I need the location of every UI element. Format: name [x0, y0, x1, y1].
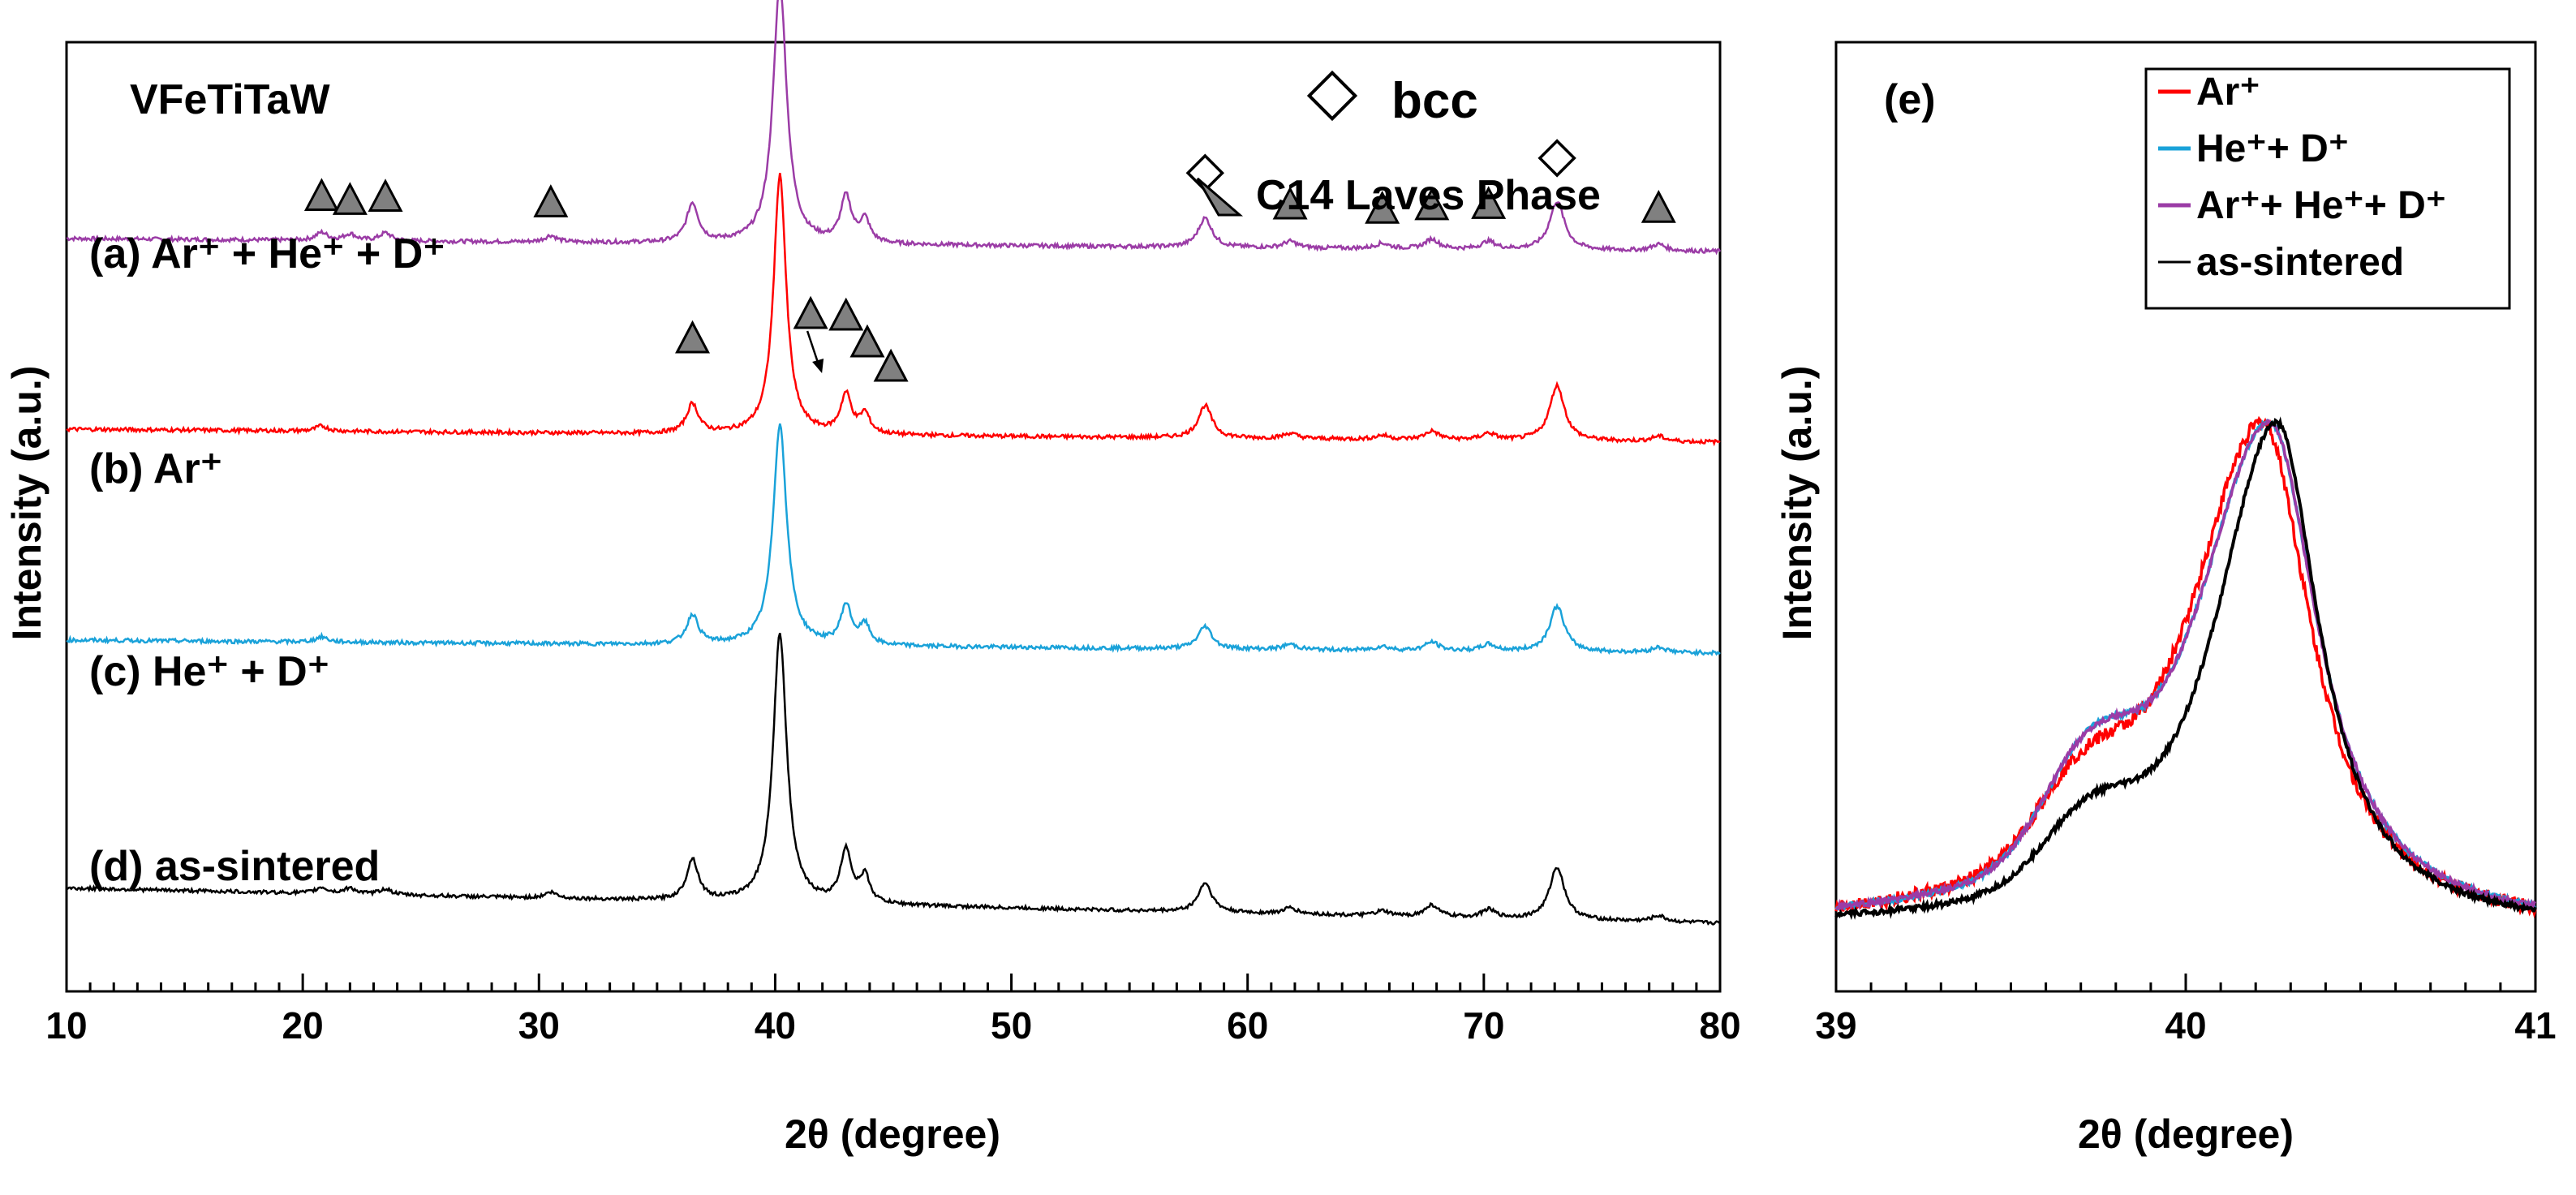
- legend-entry-label: He⁺+ D⁺: [2196, 127, 2349, 170]
- legend-entry-label: as-sintered: [2196, 241, 2404, 284]
- zoom-series-group: [1834, 415, 2537, 921]
- main-series-group: [66, 0, 1722, 926]
- x-tick-label: 40: [755, 1004, 796, 1047]
- zoom-series-line-4: [1834, 416, 2537, 921]
- series-line-3: [66, 423, 1721, 657]
- laves-triangle-icon: [675, 320, 711, 354]
- main-y-axis-label: Intensity (a.u.): [4, 366, 49, 641]
- laves-triangle-icon: [1414, 187, 1450, 221]
- laves-triangle-icon: [1365, 190, 1400, 224]
- trace-label-a: (a) Ar⁺ + He⁺ + D⁺: [89, 230, 445, 277]
- annotation-arrow: [806, 330, 820, 366]
- series-line-2: [66, 173, 1721, 447]
- x-tick-label: 50: [991, 1004, 1032, 1047]
- x-tick-label: 10: [45, 1004, 87, 1047]
- zoom-x-axis-label: 2θ (degree): [2078, 1111, 2294, 1157]
- laves-triangle-icon: [873, 348, 909, 382]
- zoom-x-tick-label: 40: [2165, 1004, 2206, 1047]
- zoom-x-tick-label: 39: [1815, 1004, 1856, 1047]
- main-x-axis-label: 2θ (degree): [785, 1111, 1000, 1157]
- laves-legend-label: C14 Laves Phase: [1256, 172, 1601, 219]
- laves-triangle-icon: [1641, 189, 1676, 223]
- main-x-ticks: 10 20 30 40 50 60 70 80: [45, 974, 1741, 1047]
- laves-triangle-icon: [793, 295, 828, 329]
- laves-triangle-icon: [1272, 186, 1308, 220]
- x-tick-label: 60: [1227, 1004, 1268, 1047]
- laves-triangle-icon: [1471, 186, 1507, 219]
- series-line-4: [66, 632, 1721, 926]
- zoom-x-tick-label: 41: [2514, 1004, 2556, 1047]
- laves-triangle-icon: [828, 297, 864, 331]
- laves-triangle-icon: [849, 324, 885, 358]
- x-tick-label: 70: [1463, 1004, 1504, 1047]
- bcc-diamond-icon: [1185, 153, 1224, 192]
- bcc-legend-label: bcc: [1391, 73, 1478, 129]
- zoom-legend-box: [2144, 67, 2511, 310]
- zoom-legend: Ar⁺ He⁺+ D⁺ Ar⁺+ He⁺+ D⁺ as-sintered: [2158, 71, 2446, 284]
- x-tick-label: 20: [282, 1004, 324, 1047]
- annotation-arrowhead: [812, 359, 824, 373]
- zoom-series-line-3: [1835, 419, 2537, 912]
- bcc-legend-diamond-icon: [1306, 70, 1358, 122]
- zoom-y-axis-label: Intensity (a.u.): [1774, 366, 1820, 641]
- panel-e-label: (e): [1884, 76, 1936, 123]
- zoom-series-line-1: [1834, 415, 2537, 919]
- trace-label-d: (d) as-sintered: [89, 843, 380, 890]
- legend-entry-label: Ar⁺+ He⁺+ D⁺: [2196, 184, 2446, 227]
- zoom-x-ticks: 39 40 41: [1815, 974, 2557, 1047]
- trace-label-b: (b) Ar⁺: [89, 445, 222, 492]
- series-line-1: [66, 0, 1722, 256]
- bcc-diamond-icon: [1537, 139, 1576, 178]
- phase-markers: [303, 139, 1676, 382]
- laves-legend-triangle-icon: [1196, 177, 1244, 217]
- laves-triangle-icon: [368, 178, 403, 212]
- chart-title: VFeTiTaW: [130, 76, 330, 123]
- laves-triangle-icon: [303, 178, 339, 212]
- trace-label-c: (c) He⁺ + D⁺: [89, 648, 329, 695]
- x-tick-label: 80: [1699, 1004, 1740, 1047]
- legend-entry-label: Ar⁺: [2196, 71, 2260, 114]
- x-tick-label: 30: [518, 1004, 560, 1047]
- laves-triangle-icon: [332, 182, 368, 215]
- zoom-series-line-2: [1834, 418, 2537, 912]
- laves-triangle-icon: [533, 184, 569, 217]
